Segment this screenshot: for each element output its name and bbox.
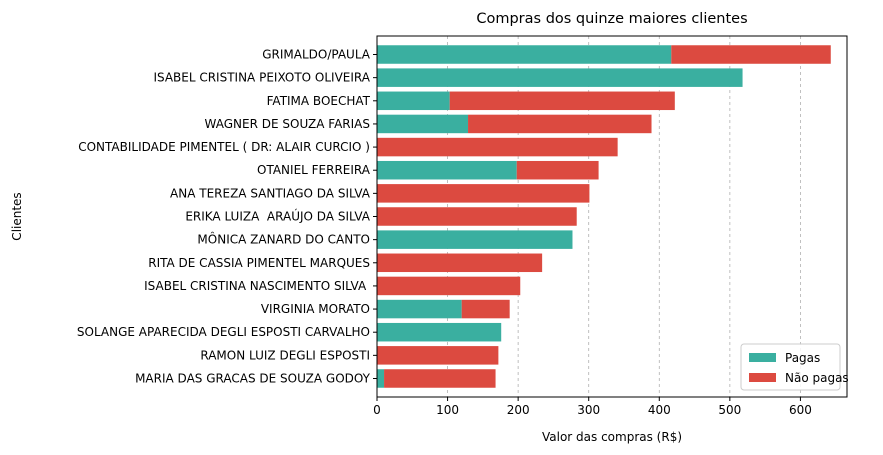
y-tick-label: GRIMALDO/PAULA: [262, 48, 371, 62]
bar-nao-pagas: [449, 91, 675, 111]
chart-title: Compras dos quinze maiores clientes: [476, 11, 747, 27]
x-tick-label: 400: [648, 403, 671, 417]
x-tick-label: 600: [789, 403, 812, 417]
x-ticks: 0 100 200 300 400 500 600: [373, 397, 812, 417]
y-tick-label: ERIKA LUIZA ARAÚJO DA SILVA: [185, 209, 370, 224]
legend-label: Pagas: [785, 351, 820, 365]
y-ticks: GRIMALDO/PAULA ISABEL CRISTINA PEIXOTO OL…: [77, 48, 377, 385]
y-tick-label: MÔNICA ZANARD DO CANTO: [197, 232, 370, 247]
y-tick-label: VIRGINIA MORATO: [261, 302, 370, 316]
legend-label: Não pagas: [785, 371, 849, 385]
x-axis-label: Valor das compras (R$): [542, 430, 682, 444]
legend-swatch: [749, 373, 776, 382]
bar-nao-pagas: [461, 299, 510, 319]
y-tick-label: ISABEL CRISTINA PEIXOTO OLIVEIRA: [153, 71, 370, 85]
legend: Pagas Não pagas: [740, 343, 849, 391]
x-tick-label: 500: [718, 403, 741, 417]
x-tick-label: 200: [507, 403, 530, 417]
bar-pagas: [377, 322, 502, 342]
bar-nao-pagas: [377, 184, 590, 203]
y-tick-label: SOLANGE APARECIDA DEGLI ESPOSTI CARVALHO: [77, 325, 370, 339]
y-tick-label: MARIA DAS GRACAS DE SOUZA GODOY: [135, 371, 371, 385]
bars: [377, 45, 831, 388]
bar-pagas: [377, 68, 743, 87]
bar-pagas: [377, 45, 672, 64]
y-tick-label: WAGNER DE SOUZA FARIAS: [205, 117, 370, 131]
bar-nao-pagas: [516, 160, 599, 180]
legend-swatch: [749, 353, 776, 362]
bar-pagas: [377, 230, 573, 249]
bar-nao-pagas: [377, 137, 618, 157]
bar-nao-pagas: [377, 346, 499, 365]
y-tick-label: FATIMA BOECHAT: [267, 94, 371, 108]
y-tick-label: ANA TEREZA SANTIAGO DA SILVA: [170, 186, 371, 200]
bar-pagas: [377, 369, 385, 388]
bar-nao-pagas: [384, 369, 496, 388]
bar-nao-pagas: [377, 276, 521, 296]
bar-nao-pagas: [377, 207, 577, 226]
bar-nao-pagas: [468, 114, 652, 134]
y-axis-label: Clientes: [10, 192, 24, 240]
bar-nao-pagas: [377, 253, 543, 273]
y-tick-label: OTANIEL FERREIRA: [257, 163, 371, 177]
y-tick-label: RITA DE CASSIA PIMENTEL MARQUES: [148, 256, 370, 270]
x-tick-label: 100: [436, 403, 459, 417]
x-tick-label: 0: [373, 403, 381, 417]
x-tick-label: 300: [577, 403, 600, 417]
y-tick-label: RAMON LUIZ DEGLI ESPOSTI: [200, 348, 370, 362]
bar-pagas: [377, 299, 462, 319]
bar-pagas: [377, 114, 469, 134]
y-tick-label: CONTABILIDADE PIMENTEL ( DR: ALAIR CURCI…: [78, 140, 370, 154]
bar-pagas: [377, 160, 517, 180]
y-tick-label: ISABEL CRISTINA NASCIMENTO SILVA: [144, 279, 370, 293]
bar-nao-pagas: [671, 45, 831, 64]
bar-pagas: [377, 91, 450, 111]
